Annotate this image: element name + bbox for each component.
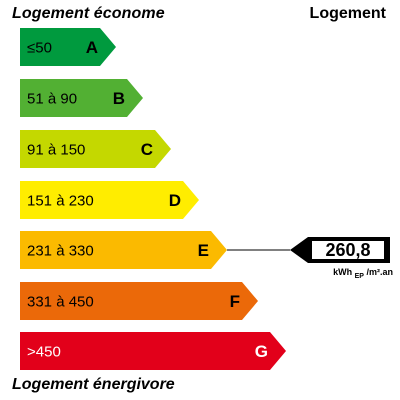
label-econome: Logement économe <box>12 5 165 22</box>
class-letter: E <box>198 241 209 260</box>
unit-sub: EP <box>355 273 365 280</box>
class-bar-d: 151 à 230 D <box>20 181 199 219</box>
indicator-value: 260,8 <box>325 240 370 260</box>
class-bar-e: 231 à 330 E <box>20 231 227 269</box>
class-range-label: >450 <box>27 344 61 361</box>
class-letter: C <box>141 140 153 159</box>
class-letter: G <box>255 342 268 361</box>
class-bar-shape <box>20 332 286 370</box>
class-bar-g: >450 G <box>20 332 286 370</box>
unit-tail: /m².an <box>364 267 393 277</box>
class-bar-f: 331 à 450 F <box>20 282 258 320</box>
class-bar-shape <box>20 181 199 219</box>
class-bar-b: 51 à 90 B <box>20 79 143 117</box>
label-energivore: Logement énergivore <box>12 376 175 393</box>
class-range-label: 51 à 90 <box>27 91 77 108</box>
class-range-label: ≤50 <box>27 40 52 57</box>
class-bar-c: 91 à 150 C <box>20 130 171 168</box>
class-bar-a: ≤50 A <box>20 28 116 66</box>
class-range-label: 91 à 150 <box>27 142 85 159</box>
class-range-label: 231 à 330 <box>27 243 94 260</box>
class-bar-shape <box>20 231 227 269</box>
class-letter: D <box>169 191 181 210</box>
indicator-unit: kWh EP /m².an <box>333 267 393 280</box>
class-range-label: 331 à 450 <box>27 294 94 311</box>
class-bar-shape <box>20 28 116 66</box>
value-indicator: 260,8 kWh EP /m².an <box>227 237 393 280</box>
class-letter: B <box>113 89 125 108</box>
class-bar-shape <box>20 79 143 117</box>
unit-main: kWh <box>333 267 355 277</box>
class-letter: F <box>230 292 240 311</box>
class-range-label: 151 à 230 <box>27 193 94 210</box>
class-bar-shape <box>20 130 171 168</box>
indicator-value-box <box>312 241 384 259</box>
class-bar-shape <box>20 282 258 320</box>
class-letter: A <box>86 38 98 57</box>
label-logement: Logement <box>309 5 386 22</box>
